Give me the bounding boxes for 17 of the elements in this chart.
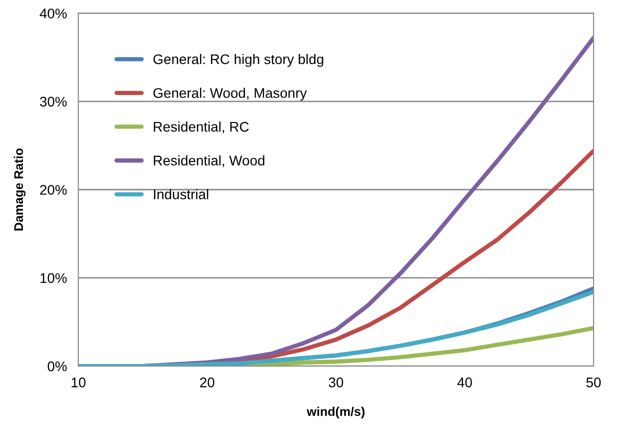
legend-label: Industrial (154, 189, 208, 200)
x-tick-label: 30 (328, 378, 344, 388)
x-tick-label: 20 (200, 378, 214, 388)
x-tick-label: 50 (586, 378, 601, 388)
legend-label: General: RC high story bldg (153, 54, 324, 67)
x-axis-title: wind(m/s) (306, 406, 364, 418)
y-tick-label: 0% (48, 361, 67, 372)
y-axis-title: Damage Ratio (14, 148, 26, 230)
legend-label: General: Wood, Masonry (153, 88, 307, 101)
y-tick-label: 40% (40, 8, 67, 18)
y-tick-label: 20% (40, 184, 67, 195)
x-tick-label: 40 (457, 378, 472, 388)
y-tick-label: 10% (40, 273, 67, 283)
legend-label: Residential, RC (154, 122, 249, 134)
legend-label: Residential, Wood (154, 155, 264, 168)
x-tick-label: 10 (72, 378, 86, 388)
y-tick-label: 30% (40, 96, 67, 107)
